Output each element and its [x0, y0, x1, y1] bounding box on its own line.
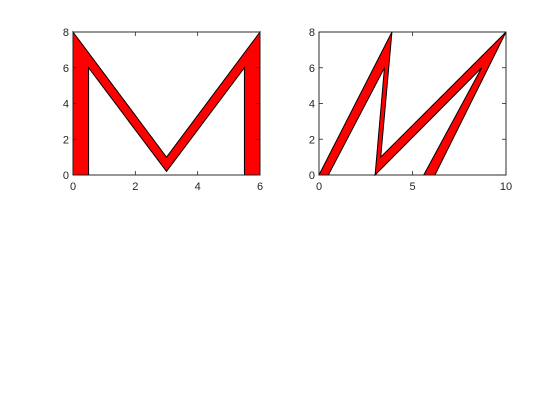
y-tick-label: 0 [63, 170, 69, 182]
x-tick-label: 6 [257, 181, 263, 193]
x-tick-label: 5 [409, 181, 415, 193]
y-tick-label: 8 [63, 27, 69, 39]
x-tick-label: 4 [195, 181, 201, 193]
x-tick-label: 10 [500, 181, 512, 193]
y-tick-label: 6 [63, 63, 69, 75]
left-axes: 0 2 4 6 0 2 4 6 8 [63, 27, 263, 193]
x-tick-label: 2 [132, 181, 138, 193]
x-tick-label: 0 [70, 181, 76, 193]
y-tick-label: 4 [309, 99, 315, 111]
y-tick-label: 6 [309, 63, 315, 75]
plot-area [72, 31, 261, 176]
y-tick-label: 8 [309, 27, 315, 39]
y-tick-label: 2 [63, 134, 69, 146]
x-tick-label: 0 [316, 181, 322, 193]
y-tick-label: 4 [63, 99, 69, 111]
y-tick-label: 0 [309, 170, 315, 182]
y-tick-label: 2 [309, 134, 315, 146]
right-axes: 0 5 10 0 2 4 6 8 [309, 27, 512, 193]
plot-area [318, 31, 507, 176]
